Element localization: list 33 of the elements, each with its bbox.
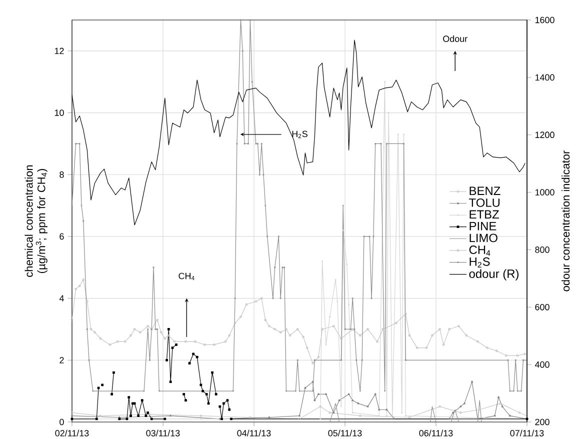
annotation: Odour bbox=[443, 35, 468, 42]
annotation: CH$_{4}$ bbox=[178, 272, 194, 280]
y2-tick-label: 1200 bbox=[535, 132, 554, 138]
y2-axis-title: odour concentration indicator bbox=[562, 150, 570, 292]
y-tick-label: 2 bbox=[60, 357, 64, 364]
y-tick-label: 0 bbox=[60, 418, 64, 426]
x-tick-label: 06/11/13 bbox=[419, 430, 453, 436]
legend-label: CH$_{4}$ bbox=[469, 246, 490, 256]
y2-tick-label: 1000 bbox=[535, 189, 554, 196]
legend-label: H$_{2}$S bbox=[470, 257, 490, 268]
y2-tick-label: 200 bbox=[535, 418, 550, 426]
legend-label: odour (R) bbox=[469, 269, 518, 280]
y-tick-label: 12 bbox=[54, 48, 64, 54]
y-tick-label: 8 bbox=[60, 171, 64, 178]
legend-label: PINE bbox=[470, 222, 496, 230]
x-tick-label: 07/11/13 bbox=[510, 430, 544, 436]
legend-label: BENZ bbox=[470, 186, 500, 195]
y-tick-label: 4 bbox=[59, 295, 64, 302]
y2-tick-label: 600 bbox=[535, 304, 550, 310]
x-tick-label: 05/11/13 bbox=[328, 430, 362, 436]
legend-label: LIMO bbox=[470, 234, 498, 242]
y2-tick-label: 400 bbox=[534, 361, 550, 368]
y2-tick-label: 1400 bbox=[535, 74, 554, 81]
y-tick-label: 10 bbox=[54, 110, 64, 116]
x-tick-label: 03/11/13 bbox=[146, 430, 180, 436]
y2-tick-label: 1600 bbox=[535, 16, 554, 24]
legend-label: ETBZ bbox=[470, 210, 499, 219]
y2-tick-label: 800 bbox=[535, 246, 550, 253]
x-tick-label: 04/11/13 bbox=[237, 430, 271, 436]
x-tick-label: 02/11/13 bbox=[55, 430, 89, 436]
legend-label: TOLU bbox=[469, 198, 500, 207]
annotation: H$_{2}$S bbox=[292, 130, 308, 138]
y-tick-label: 6 bbox=[60, 233, 64, 240]
